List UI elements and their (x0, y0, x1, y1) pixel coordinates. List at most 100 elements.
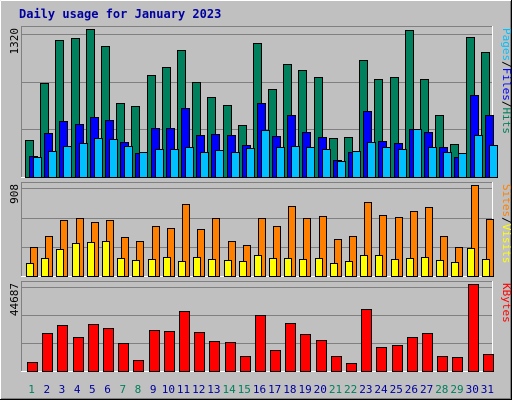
bar-visits-day-17 (269, 258, 277, 277)
bar-kbytes-day-14 (225, 342, 236, 372)
day-label-25: 25 (390, 383, 403, 396)
bar-pages-day-15 (246, 148, 255, 178)
bar-kbytes-day-7 (118, 343, 129, 372)
bar-visits-day-18 (284, 258, 292, 277)
bar-pages-day-19 (306, 147, 315, 178)
bar-pages-day-14 (231, 152, 240, 178)
bar-visits-day-30 (467, 248, 475, 277)
bar-pages-day-30 (474, 135, 483, 178)
day-label-21: 21 (329, 383, 342, 396)
day-label-11: 11 (177, 383, 190, 396)
bar-visits-day-25 (391, 259, 399, 277)
day-label-1: 1 (28, 383, 35, 396)
bar-pages-day-28 (443, 152, 452, 178)
bar-kbytes-day-9 (149, 330, 160, 372)
day-label-12: 12 (192, 383, 205, 396)
day-label-6: 6 (104, 383, 111, 396)
day-label-18: 18 (283, 383, 296, 396)
bar-pages-day-31 (489, 145, 498, 178)
bar-pages-day-27 (428, 147, 437, 178)
day-label-14: 14 (222, 383, 236, 396)
legend-entry: / (500, 217, 512, 224)
day-label-24: 24 (374, 383, 388, 396)
day-label-10: 10 (162, 383, 175, 396)
bar-visits-day-21 (330, 263, 338, 277)
bar-pages-day-18 (291, 146, 300, 178)
bar-kbytes-day-21 (331, 356, 342, 372)
bar-kbytes-day-12 (194, 332, 205, 372)
bar-pages-day-3 (63, 146, 72, 178)
bar-visits-day-8 (132, 260, 140, 277)
bar-visits-day-7 (117, 258, 125, 277)
bar-pages-day-13 (215, 150, 224, 178)
bar-kbytes-day-23 (361, 309, 372, 372)
bar-kbytes-day-17 (270, 350, 281, 372)
bar-visits-day-10 (163, 257, 171, 277)
bar-pages-day-12 (200, 152, 209, 178)
bar-visits-day-4 (72, 243, 80, 277)
day-label-15: 15 (238, 383, 251, 396)
bar-pages-day-25 (398, 149, 407, 178)
bar-visits-day-27 (421, 257, 429, 277)
panel-top-legend: Pages/Files/Hits (500, 28, 512, 134)
bar-visits-day-31 (482, 259, 490, 277)
legend-entry: Files (500, 68, 512, 101)
bar-visits-day-1 (26, 263, 34, 277)
bar-pages-day-17 (276, 147, 285, 178)
bar-kbytes-day-15 (240, 356, 251, 372)
day-label-22: 22 (344, 383, 357, 396)
bar-pages-day-7 (124, 146, 133, 178)
day-label-3: 3 (59, 383, 66, 396)
bar-kbytes-day-2 (42, 333, 53, 372)
bar-pages-day-22 (352, 151, 361, 178)
day-label-5: 5 (89, 383, 96, 396)
panel-middle: 908 Sites/Visits (8, 182, 512, 277)
bar-pages-day-9 (155, 149, 164, 178)
bar-kbytes-day-10 (164, 331, 175, 372)
bar-pages-day-23 (367, 142, 376, 178)
bar-kbytes-day-24 (376, 347, 387, 372)
bar-pages-day-16 (261, 130, 270, 178)
bar-pages-day-20 (322, 149, 331, 178)
panel-top: 1320 Pages/Files/Hits (8, 26, 512, 178)
bar-visits-day-20 (315, 258, 323, 277)
bar-kbytes-day-4 (73, 337, 84, 372)
panel-top-ymax-label: 1320 (8, 28, 21, 55)
bar-visits-day-16 (254, 255, 262, 277)
day-label-7: 7 (119, 383, 126, 396)
bar-kbytes-day-22 (346, 363, 357, 372)
bar-pages-day-1 (33, 157, 42, 178)
bar-visits-day-14 (224, 260, 232, 277)
bar-visits-day-11 (178, 261, 186, 277)
day-label-23: 23 (359, 383, 372, 396)
bar-kbytes-day-28 (437, 356, 448, 372)
bar-visits-day-15 (239, 261, 247, 277)
day-label-29: 29 (450, 383, 463, 396)
bar-visits-day-22 (345, 261, 353, 277)
bar-visits-day-19 (299, 259, 307, 277)
bar-pages-day-8 (139, 152, 148, 178)
legend-entry: KBytes (500, 283, 512, 323)
bar-kbytes-day-18 (285, 323, 296, 372)
bar-kbytes-day-16 (255, 315, 266, 372)
bar-visits-day-29 (451, 262, 459, 277)
bar-pages-day-4 (79, 143, 88, 178)
bar-pages-day-24 (382, 147, 391, 178)
legend-entry: Pages (500, 28, 512, 61)
bar-pages-day-10 (170, 149, 179, 178)
bar-visits-day-24 (375, 255, 383, 277)
day-label-4: 4 (74, 383, 81, 396)
bar-kbytes-day-31 (483, 354, 494, 372)
panel-bottom-legend: KBytes (500, 283, 512, 323)
bar-visits-day-23 (360, 255, 368, 277)
bar-pages-day-29 (458, 153, 467, 178)
bar-visits-day-9 (148, 259, 156, 277)
bar-kbytes-day-5 (88, 324, 99, 372)
bar-visits-day-26 (406, 258, 414, 277)
bar-kbytes-day-19 (300, 334, 311, 372)
legend-entry: Sites (500, 184, 512, 217)
day-label-27: 27 (420, 383, 433, 396)
bar-visits-day-5 (87, 242, 95, 277)
day-label-16: 16 (253, 383, 266, 396)
